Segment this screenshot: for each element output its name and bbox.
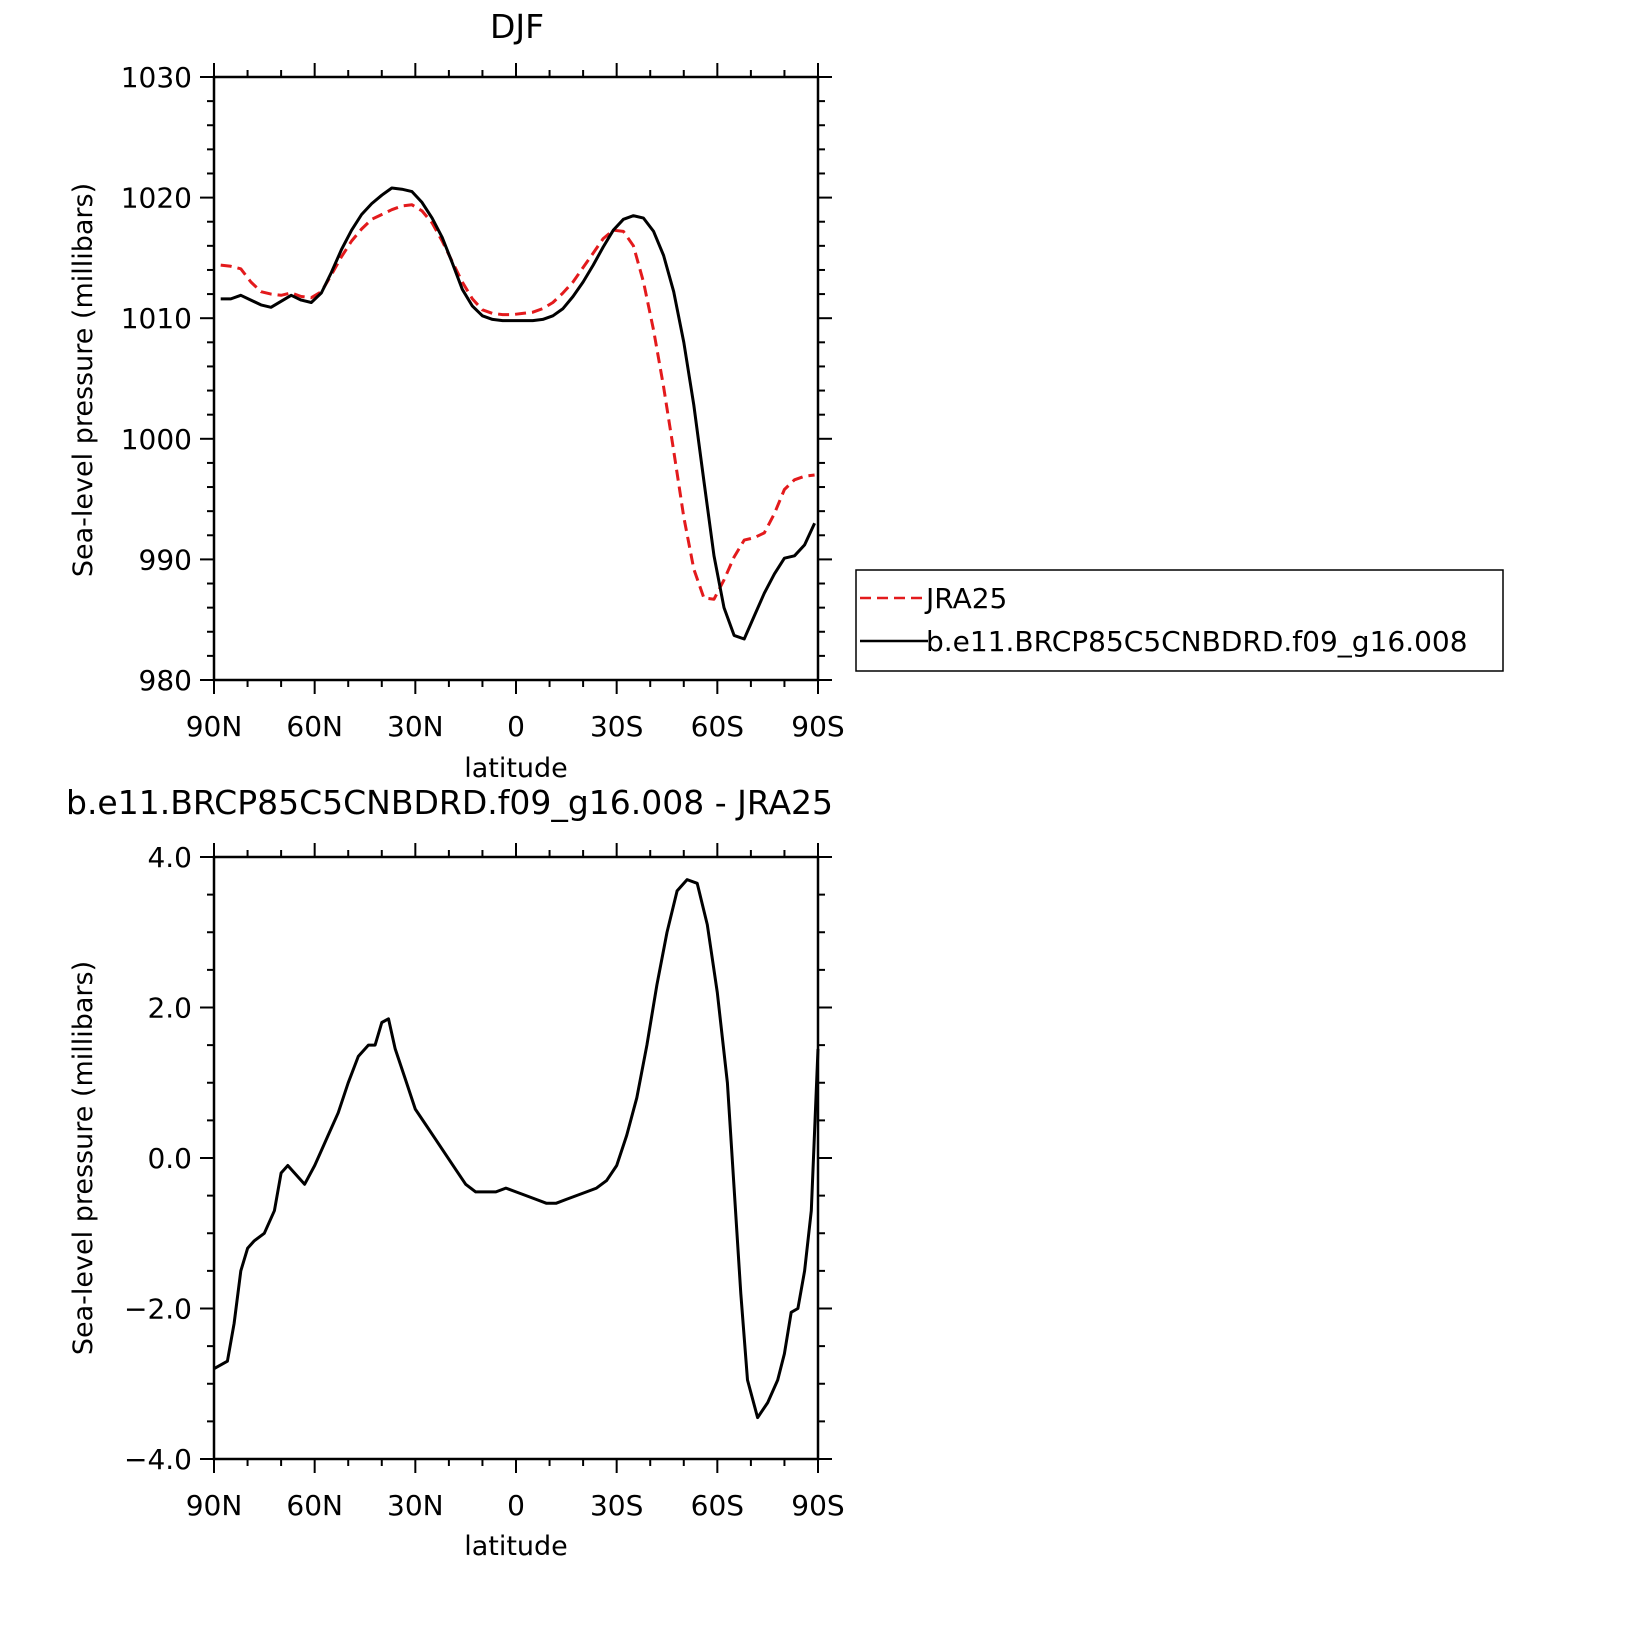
- bottom-panel-title: b.e11.BRCP85C5CNBDRD.f09_g16.008 - JRA25: [66, 783, 833, 822]
- legend: JRA25 b.e11.BRCP85C5CNBDRD.f09_g16.008: [855, 569, 1504, 672]
- top-series-group: [220, 186, 816, 641]
- top-series-line-jra25: [220, 203, 815, 601]
- bottom-y-tick-label: 4.0: [147, 841, 192, 874]
- top-x-ticks: 90N 60N 30N 0 30S 60S 90S: [186, 63, 845, 743]
- legend-label-jra25: JRA25: [924, 582, 1007, 615]
- bottom-x-tick-label: 30S: [590, 1489, 643, 1522]
- top-series-line-b-e11-brcp85c5cnbdrd-f09-g16-008: [220, 186, 816, 641]
- bottom-y-tick-label: −4.0: [124, 1443, 192, 1476]
- bottom-x-tick-label: 90N: [186, 1489, 243, 1522]
- bottom-x-tick-label: 60N: [286, 1489, 343, 1522]
- top-y-ticks: 980 990 1000 1010 1020 1030: [121, 61, 832, 697]
- bottom-y-ticks: 4.0 2.0 0.0 −2.0 −4.0: [124, 841, 832, 1476]
- bottom-y-tick-label: −2.0: [124, 1293, 192, 1326]
- top-y-tick-label: 990: [139, 543, 192, 576]
- top-y-tick-label: 1010: [121, 302, 192, 335]
- bottom-x-tick-label: 60S: [691, 1489, 744, 1522]
- bottom-x-axis-label: latitude: [464, 1531, 568, 1562]
- bottom-plot-frame: [212, 855, 820, 1461]
- top-x-tick-label: 90S: [791, 710, 844, 743]
- bottom-series-group: [213, 878, 820, 1420]
- bottom-x-tick-label: 90S: [791, 1489, 844, 1522]
- bottom-x-tick-label: 0: [507, 1489, 525, 1522]
- top-x-tick-label: 30S: [590, 710, 643, 743]
- top-x-axis-label: latitude: [464, 753, 568, 784]
- bottom-y-tick-label: 0.0: [147, 1142, 192, 1175]
- top-x-tick-label: 60S: [691, 710, 744, 743]
- bottom-y-tick-label: 2.0: [147, 992, 192, 1025]
- bottom-x-ticks: 90N 60N 30N 0 30S 60S 90S: [186, 843, 845, 1522]
- legend-label-model: b.e11.BRCP85C5CNBDRD.f09_g16.008: [926, 625, 1468, 658]
- bottom-series-line-difference: [213, 878, 820, 1420]
- bottom-panel: b.e11.BRCP85C5CNBDRD.f09_g16.008 - JRA25…: [66, 783, 845, 1562]
- top-y-tick-label: 1030: [121, 61, 192, 94]
- top-y-tick-label: 1000: [121, 423, 192, 456]
- top-x-tick-label: 90N: [186, 710, 243, 743]
- legend-box: [855, 569, 1504, 672]
- bottom-x-tick-label: 30N: [387, 1489, 444, 1522]
- top-panel-title: DJF: [490, 7, 544, 46]
- top-x-tick-label: 0: [507, 710, 525, 743]
- top-x-tick-label: 30N: [387, 710, 444, 743]
- top-y-axis-label: Sea-level pressure (millibars): [68, 183, 99, 577]
- bottom-y-axis-label: Sea-level pressure (millibars): [68, 961, 99, 1355]
- top-plot-frame: [212, 75, 820, 682]
- top-x-tick-label: 60N: [286, 710, 343, 743]
- top-y-tick-label: 980: [139, 664, 192, 697]
- top-panel: DJF 980 990 1000 1010 1020 1030 90N 60N 30N 0 30S…: [68, 7, 845, 784]
- top-y-tick-label: 1020: [121, 182, 192, 215]
